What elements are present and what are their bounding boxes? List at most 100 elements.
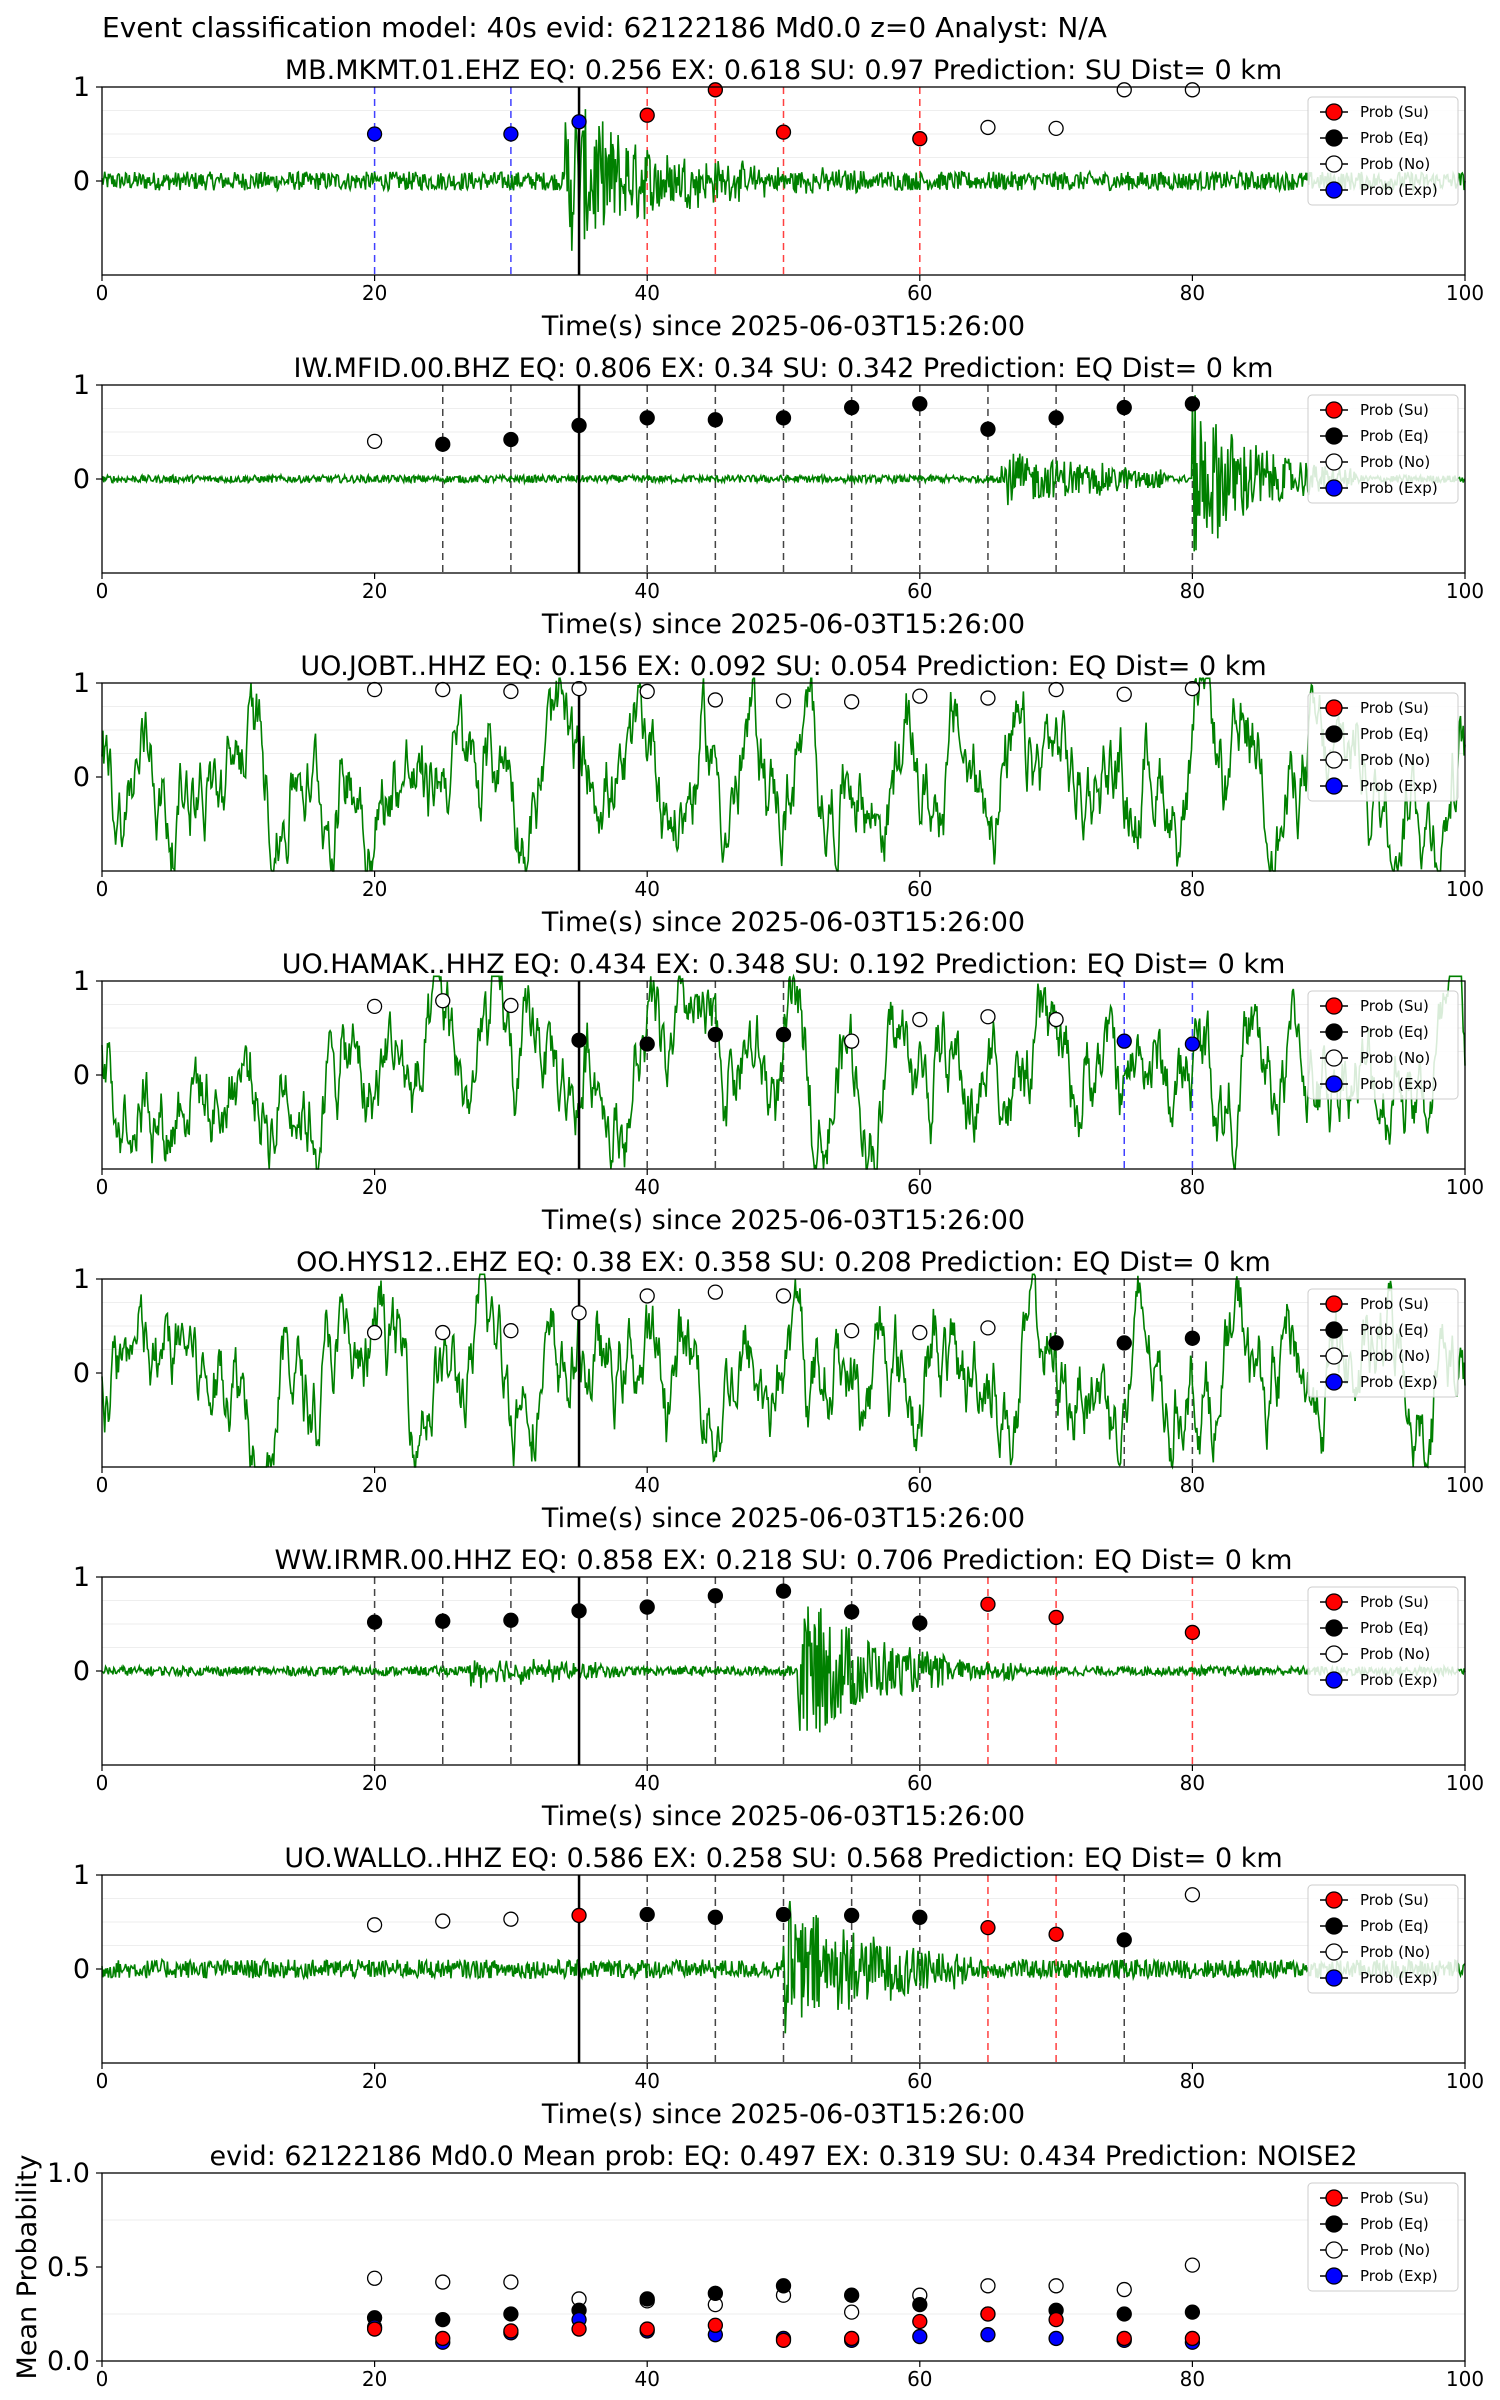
mean-point-su xyxy=(912,2313,928,2330)
probability-point-su xyxy=(980,1919,996,1936)
probability-point-no xyxy=(571,1305,587,1321)
probability-point-no xyxy=(435,1913,451,1929)
legend-marker-no xyxy=(1325,2241,1343,2259)
y-tick-label: 0 xyxy=(73,1656,90,1687)
probability-point-eq xyxy=(775,410,792,426)
probability-point-eq xyxy=(707,412,723,428)
legend-label-exp: Prob (Exp) xyxy=(1360,1075,1438,1093)
y-tick-label: 0 xyxy=(73,464,90,495)
probability-point-no xyxy=(844,1033,860,1049)
mean-point-exp xyxy=(1048,2330,1064,2347)
probability-point-no xyxy=(1184,1887,1201,1903)
probability-point-no xyxy=(844,1323,860,1339)
mean-point-exp xyxy=(912,2328,928,2345)
x-tick-label: 60 xyxy=(907,2069,932,2093)
x-tick-label: 20 xyxy=(362,2367,387,2391)
x-axis-label: Time(s) since 2025-06-03T15:26:00 xyxy=(541,311,1025,342)
probability-point-no xyxy=(366,1324,383,1341)
probability-point-no xyxy=(844,694,860,710)
mean-point-no xyxy=(1184,2257,1201,2273)
subplot-title: UO.WALLO..HHZ EQ: 0.586 EX: 0.258 SU: 0.… xyxy=(284,1843,1282,1874)
probability-point-eq xyxy=(571,1603,587,1619)
subplot-title: OO.HYS12..EHZ EQ: 0.38 EX: 0.358 SU: 0.2… xyxy=(296,1247,1271,1278)
legend-marker-eq xyxy=(1325,2215,1343,2233)
legend-marker-no xyxy=(1325,1049,1343,1067)
legend-label-no: Prob (No) xyxy=(1360,1943,1430,1961)
y-tick-label: 1 xyxy=(73,370,90,401)
waveform-trace xyxy=(101,973,1466,1170)
legend-label-su: Prob (Su) xyxy=(1360,997,1429,1015)
probability-point-no xyxy=(503,1323,519,1339)
probability-point-eq xyxy=(707,1026,723,1043)
y-tick-label: 1 xyxy=(73,1860,90,1891)
legend-marker-eq xyxy=(1325,1023,1343,1041)
legend-marker-exp xyxy=(1325,479,1343,497)
legend-label-no: Prob (No) xyxy=(1360,2241,1430,2259)
probability-point-eq xyxy=(1184,396,1201,412)
probability-point-su xyxy=(571,1907,587,1924)
legend-box xyxy=(1307,1884,1459,1994)
x-tick-label: 0 xyxy=(96,1771,109,1795)
probability-point-no xyxy=(707,692,723,708)
legend-marker-no xyxy=(1325,1943,1343,1961)
legend-marker-su xyxy=(1325,1295,1343,1313)
x-axis-label: Time(s) since 2025-06-03T15:26:00 xyxy=(541,1801,1025,1832)
legend-label-eq: Prob (Eq) xyxy=(1360,1619,1429,1637)
legend-label-eq: Prob (Eq) xyxy=(1360,725,1429,743)
x-tick-label: 100 xyxy=(1446,2069,1484,2093)
x-tick-label: 60 xyxy=(907,1175,932,1199)
probability-point-no xyxy=(503,1911,519,1927)
probability-point-no xyxy=(639,683,655,700)
mean-point-no xyxy=(366,2270,383,2286)
probability-point-eq xyxy=(1116,1335,1132,1351)
y-tick-label: 1 xyxy=(73,72,90,103)
mean-point-su xyxy=(435,2330,451,2347)
mean-point-eq xyxy=(707,2285,723,2301)
probability-point-no xyxy=(1184,82,1201,98)
mean-point-su xyxy=(571,2321,587,2337)
x-tick-label: 40 xyxy=(634,1771,659,1795)
probability-point-no xyxy=(912,1011,928,1028)
x-tick-label: 20 xyxy=(362,579,387,603)
mean-point-eq xyxy=(1116,2306,1132,2322)
legend-marker-eq xyxy=(1325,1619,1343,1637)
probability-point-su xyxy=(1048,1926,1064,1942)
legend-marker-no xyxy=(1325,1645,1343,1663)
legend-box xyxy=(1307,1586,1459,1696)
y-tick-label: 1 xyxy=(73,1264,90,1295)
x-tick-label: 40 xyxy=(634,579,659,603)
probability-point-su xyxy=(775,124,792,140)
mean-point-eq xyxy=(1184,2304,1201,2320)
subplot-3: UO.JOBT..HHZ EQ: 0.156 EX: 0.092 SU: 0.0… xyxy=(73,651,1484,938)
legend-marker-eq xyxy=(1325,129,1343,147)
probability-point-exp xyxy=(1116,1033,1132,1049)
x-tick-label: 60 xyxy=(907,1473,932,1497)
mean-point-eq xyxy=(912,2296,928,2313)
x-tick-label: 100 xyxy=(1446,877,1484,901)
legend-marker-exp xyxy=(1325,1671,1343,1689)
subplot-5: OO.HYS12..EHZ EQ: 0.38 EX: 0.358 SU: 0.2… xyxy=(73,1247,1484,1534)
mean-point-su xyxy=(1184,2330,1201,2347)
legend-marker-eq xyxy=(1325,427,1343,445)
mean-point-su xyxy=(1116,2330,1132,2347)
subplot-title: MB.MKMT.01.EHZ EQ: 0.256 EX: 0.618 SU: 0… xyxy=(285,55,1282,86)
figure-suptitle: Event classification model: 40s evid: 62… xyxy=(102,11,1107,44)
waveform-trace xyxy=(101,109,1466,251)
probability-point-eq xyxy=(844,1604,860,1620)
x-axis-label: Time(s) since 2025-06-03T15:26:00 xyxy=(541,1205,1025,1236)
y-tick-label: 0 xyxy=(73,1060,90,1091)
legend-label-su: Prob (Su) xyxy=(1360,1295,1429,1313)
probability-point-no xyxy=(435,1324,451,1341)
probability-point-eq xyxy=(980,421,996,437)
x-tick-label: 40 xyxy=(634,877,659,901)
legend-label-eq: Prob (Eq) xyxy=(1360,129,1429,147)
probability-point-no xyxy=(980,1320,996,1336)
x-tick-label: 80 xyxy=(1180,1473,1205,1497)
probability-point-no xyxy=(1048,1011,1064,1028)
x-axis-label: Time(s) since 2025-06-03T15:26:00 xyxy=(541,907,1025,938)
probability-point-no xyxy=(1116,82,1132,98)
x-tick-label: 0 xyxy=(96,281,109,305)
waveform-trace xyxy=(101,1273,1466,1470)
x-tick-label: 80 xyxy=(1180,2069,1205,2093)
legend-marker-exp xyxy=(1325,181,1343,199)
